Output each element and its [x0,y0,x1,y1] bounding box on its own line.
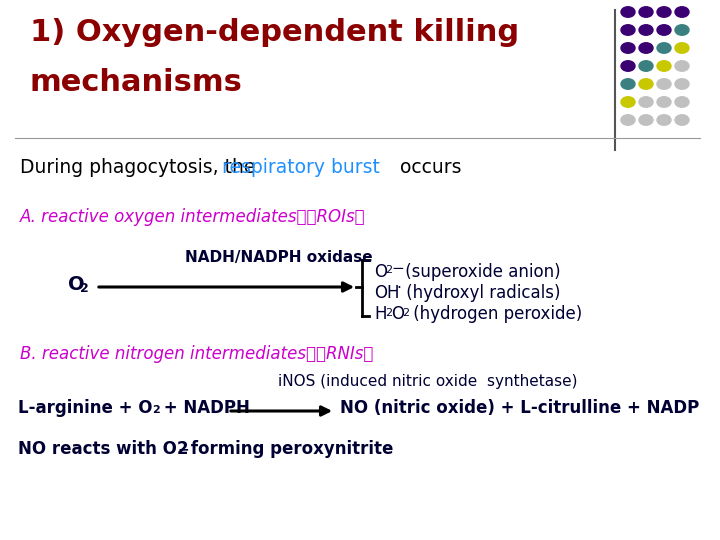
Text: (hydrogen peroxide): (hydrogen peroxide) [408,305,582,323]
Circle shape [639,60,653,71]
Circle shape [639,25,653,35]
Text: H: H [374,305,387,323]
Circle shape [639,43,653,53]
Circle shape [639,79,653,89]
Text: B. reactive nitrogen intermediates　（RNIs）: B. reactive nitrogen intermediates （RNIs… [20,345,374,363]
Circle shape [657,79,671,89]
Circle shape [639,97,653,107]
Text: forming peroxynitrite: forming peroxynitrite [185,440,393,458]
Text: −: − [391,261,404,276]
Text: ·: · [396,281,401,296]
Text: L-arginine + O: L-arginine + O [18,399,153,417]
Circle shape [657,43,671,53]
Circle shape [621,60,635,71]
Text: OH: OH [374,284,400,302]
Text: iNOS (induced nitric oxide  synthetase): iNOS (induced nitric oxide synthetase) [278,374,577,389]
Circle shape [621,97,635,107]
Circle shape [657,115,671,125]
Text: A. reactive oxygen intermediates　（ROIs）: A. reactive oxygen intermediates （ROIs） [20,208,366,226]
Circle shape [621,6,635,17]
Text: (hydroxyl radicals): (hydroxyl radicals) [401,284,560,302]
Circle shape [657,25,671,35]
Text: 2: 2 [152,405,160,415]
Text: O: O [68,275,85,294]
Circle shape [621,79,635,89]
Circle shape [657,60,671,71]
Text: 2: 2 [385,308,392,318]
Circle shape [657,6,671,17]
Circle shape [657,97,671,107]
Circle shape [675,115,689,125]
Text: 2: 2 [385,265,392,275]
Circle shape [675,60,689,71]
Circle shape [675,6,689,17]
Text: NO (nitric oxide) + L-citrulline + NADP: NO (nitric oxide) + L-citrulline + NADP [340,399,699,417]
Text: During phagocytosis, the: During phagocytosis, the [20,158,261,177]
Circle shape [621,25,635,35]
Circle shape [621,43,635,53]
Text: (superoxide anion): (superoxide anion) [400,263,561,281]
Circle shape [621,115,635,125]
Text: NO reacts with O2: NO reacts with O2 [18,440,189,458]
Text: O: O [374,263,387,281]
Circle shape [639,115,653,125]
Circle shape [675,25,689,35]
Text: 1) Oxygen-dependent killing: 1) Oxygen-dependent killing [30,18,519,47]
Text: O: O [391,305,404,323]
Circle shape [639,6,653,17]
Circle shape [675,43,689,53]
Text: −: − [178,442,189,456]
Text: NADH/NADPH oxidase: NADH/NADPH oxidase [185,250,373,265]
Text: respiratory burst: respiratory burst [222,158,380,177]
Circle shape [675,79,689,89]
Text: 2: 2 [80,282,89,295]
Text: 2: 2 [402,308,409,318]
Text: occurs: occurs [394,158,462,177]
Text: mechanisms: mechanisms [30,68,243,97]
Circle shape [675,97,689,107]
Text: + NADPH: + NADPH [158,399,250,417]
